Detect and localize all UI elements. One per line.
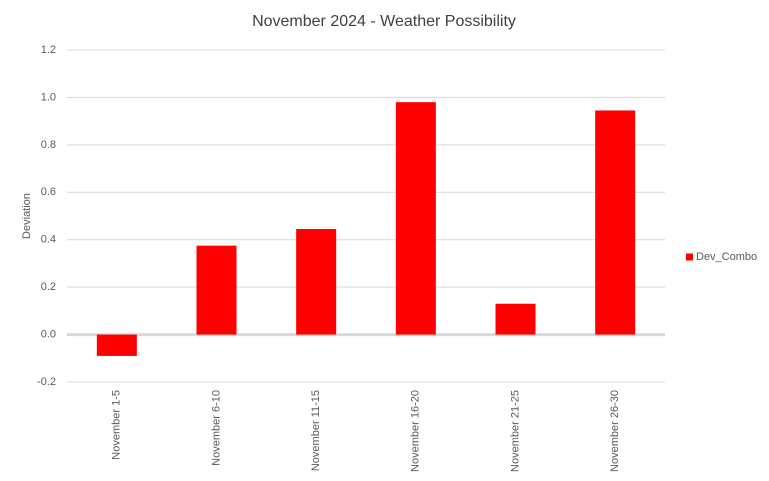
chart-title: November 2024 - Weather Possibility — [252, 13, 516, 30]
y-tick-label: 0.0 — [41, 328, 56, 340]
bar — [296, 229, 337, 335]
bar — [96, 334, 137, 356]
x-tick-label: November 1-5 — [111, 390, 123, 460]
x-tick-label: November 21-25 — [509, 390, 521, 472]
y-tick-label: 0.4 — [41, 234, 56, 246]
x-tick-label: November 26-30 — [609, 390, 621, 472]
y-tick-label: 0.8 — [41, 139, 56, 151]
x-tick-label: November 11-15 — [310, 390, 322, 471]
y-tick-label: 1.2 — [41, 44, 56, 56]
bar — [495, 303, 536, 335]
bar — [595, 110, 636, 335]
bar — [196, 245, 237, 335]
y-tick-label: 0.6 — [41, 186, 56, 198]
y-tick-label: 0.2 — [41, 281, 56, 293]
y-axis-label: Deviation — [21, 193, 33, 239]
bar — [395, 102, 436, 335]
y-tick-label: 1.0 — [41, 91, 56, 103]
x-tick-label: November 16-20 — [410, 390, 422, 472]
y-tick-label: -0.2 — [37, 376, 56, 388]
legend-label: Dev_Combo — [696, 251, 757, 263]
x-tick-label: November 6-10 — [210, 390, 222, 466]
legend-swatch — [686, 253, 693, 261]
